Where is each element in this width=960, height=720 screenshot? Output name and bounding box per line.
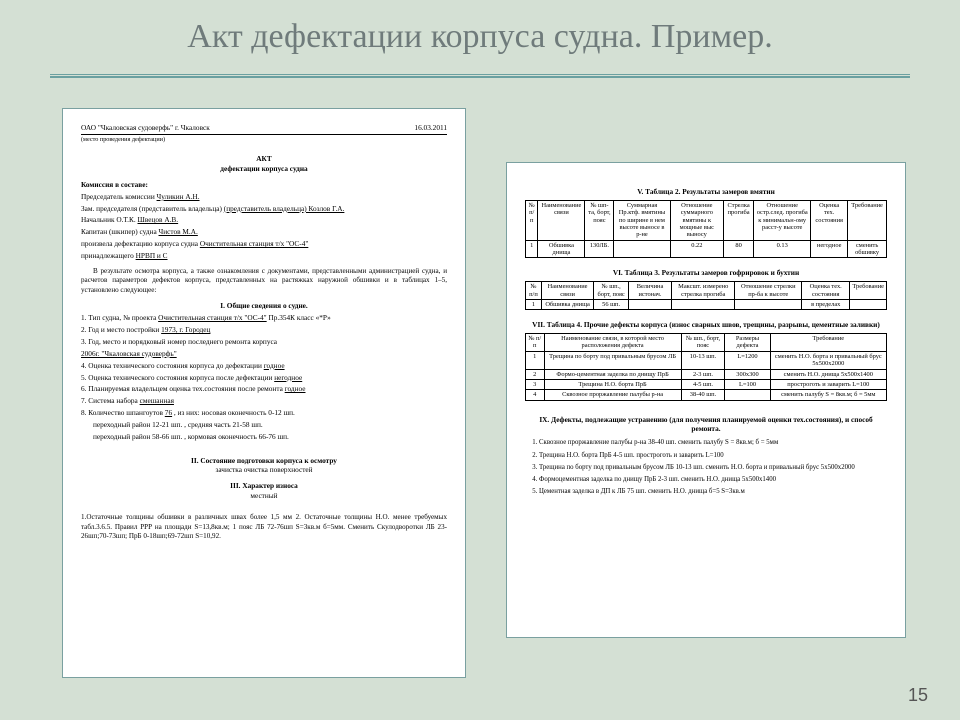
org-note: (место проведения дефектации) xyxy=(81,136,447,144)
commission-heading: Комиссия в составе: xyxy=(81,180,447,190)
table-row: 3Трещина Н.О. борта ПрБ4-5 шп.L=100прост… xyxy=(526,379,887,389)
doc-date: 16.03.2011 xyxy=(414,123,447,133)
s9-item: Трещина по борту под привальным брусом Л… xyxy=(539,463,887,472)
table-2-caption: V. Таблица 2. Результаты замеров вмятин xyxy=(525,187,887,197)
table-2: № п/пНаименование связи№ шп-та, борт, по… xyxy=(525,200,887,259)
org-name: ОАО "Чкаловская судоверфь" г. Чкаловск xyxy=(81,123,210,133)
s1-item: 2006г. "Чкаловская судоверфь" xyxy=(81,349,447,359)
table-3-caption: VI. Таблица 3. Результаты замеров гофрир… xyxy=(525,268,887,278)
s1-item: 7. Система набора смешанная xyxy=(81,396,447,406)
section-2-title: II. Состояние подготовки корпуса к осмот… xyxy=(81,456,447,466)
table-row: 4Сквозное проржавление палубы р-на38-40 … xyxy=(526,390,887,400)
table-row: 1Обшивка днища130ЛБ.0.22800.13негодноесм… xyxy=(526,240,887,258)
section-1-extra: переходный район 12-21 шп. , средняя час… xyxy=(93,420,447,442)
section-1-items: 1. Тип судна, № проекта Очистительная ст… xyxy=(81,313,447,418)
s1-item: 6. Планируемая владельцем оценка тех.сос… xyxy=(81,384,447,394)
title-rule xyxy=(50,74,910,78)
s1-extra-line: переходный район 58-66 шп. , кормовая ок… xyxy=(93,432,447,442)
s9-item: Формоцементная заделка по днищу ПрБ 2-3 … xyxy=(539,475,887,484)
section-9-caption: IX. Дефекты, подлежащие устранению (для … xyxy=(525,415,887,435)
s9-item: Сквозное проржавление палубы р-на 38-40 … xyxy=(539,438,887,447)
slide-title: Акт дефектации корпуса судна. Пример. xyxy=(50,18,910,56)
table-row: 1Обшивка днища56 шп.в пределах xyxy=(526,299,887,309)
bottom-paragraph: 1.Остаточные толщины обшивки в различных… xyxy=(81,513,447,542)
section-3-line: местный xyxy=(81,491,447,501)
table-row: 1Трещина по борту под привальным брусом … xyxy=(526,351,887,369)
section-2-line: зачистка очистка поверхностей xyxy=(81,465,447,475)
page-number: 15 xyxy=(908,685,928,706)
s1-item: 1. Тип судна, № проекта Очистительная ст… xyxy=(81,313,447,323)
table-row: 2Формо-цементная заделка по днищу ПрБ2-3… xyxy=(526,369,887,379)
section-1-title: I. Общие сведения о судне. xyxy=(81,301,447,311)
line-b: принадлежащего НРВП и С xyxy=(81,251,447,261)
commission-row: Начальник О.Т.К. Швецов А.В. xyxy=(81,215,447,225)
commission-list: Председатель комиссии Чуликин А.Н. Зам. п… xyxy=(81,192,447,237)
commission-row: Председатель комиссии Чуликин А.Н. xyxy=(81,192,447,202)
document-right: V. Таблица 2. Результаты замеров вмятин … xyxy=(506,162,906,638)
commission-row: Капитан (шкипер) судна Чистов М.А. xyxy=(81,227,447,237)
document-left: ОАО "Чкаловская судоверфь" г. Чкаловск 1… xyxy=(62,108,466,678)
section-9-list: Сквозное проржавление палубы р-на 38-40 … xyxy=(525,438,887,496)
s1-item: 5. Оценка технического состояния корпуса… xyxy=(81,373,447,383)
s1-item: 4. Оценка технического состояния корпуса… xyxy=(81,361,447,371)
commission-row: Зам. председателя (представитель владель… xyxy=(81,204,447,214)
s1-item: 3. Год, место и порядковый номер последн… xyxy=(81,337,447,347)
table-4-caption: VII. Таблица 4. Прочие дефекты корпуса (… xyxy=(525,320,887,330)
line-a: произвела дефектацию корпуса судна Очист… xyxy=(81,239,447,249)
doc-header-row: ОАО "Чкаловская судоверфь" г. Чкаловск 1… xyxy=(81,123,447,135)
section-3-title: III. Характер износа xyxy=(81,481,447,491)
s1-item: 8. Количество шпангоутов 76 , из них: но… xyxy=(81,408,447,418)
act-title-1: АКТ xyxy=(81,154,447,164)
s1-extra-line: переходный район 12-21 шп. , средняя час… xyxy=(93,420,447,430)
act-title-2: дефектации корпуса судна xyxy=(81,164,447,174)
s9-item: Трещина Н.О. борта ПрБ 4-5 шп. прострого… xyxy=(539,451,887,460)
slide: Акт дефектации корпуса судна. Пример. 15… xyxy=(0,0,960,720)
intro-paragraph: В результате осмотра корпуса, а также оз… xyxy=(81,267,447,296)
table-3: № п/пНаименование связи№ шп., борт, пояс… xyxy=(525,281,887,310)
s9-item: Цементная заделка в ДП к ЛБ 75 шп. смени… xyxy=(539,487,887,496)
s1-item: 2. Год и место постройки 1973, г. Городе… xyxy=(81,325,447,335)
table-4: № п/пНаименование связи, в которой место… xyxy=(525,333,887,401)
